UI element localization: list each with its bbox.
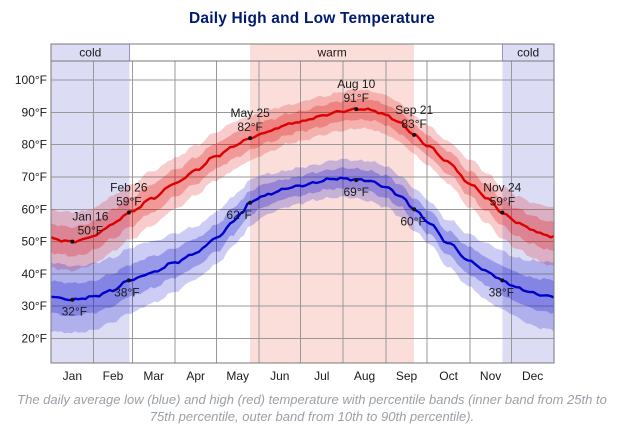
high-point-sep-21 xyxy=(412,132,417,137)
month-label-jan: Jan xyxy=(63,369,82,383)
annotation-high-nov-24: 59°F xyxy=(490,194,515,208)
chart-title: Daily High and Low Temperature xyxy=(188,10,435,27)
chart-caption: The daily average low (blue) and high (r… xyxy=(17,392,607,424)
month-label-dec: Dec xyxy=(522,369,543,383)
high-point-aug-10 xyxy=(354,107,359,112)
ytick-label-20f: 20°F xyxy=(22,332,47,346)
low-point-jan-16 xyxy=(70,297,75,302)
season-band-cold-0 xyxy=(51,44,130,363)
high-point-feb-26 xyxy=(126,210,131,215)
month-label-feb: Feb xyxy=(103,369,124,383)
annotation-low-jan-16: 32°F xyxy=(62,305,87,319)
annotation-high-feb-26: 59°F xyxy=(116,194,141,208)
low-point-sep-21 xyxy=(412,207,417,212)
month-label-may: May xyxy=(226,369,249,383)
annotation-low-aug-10: 69°F xyxy=(344,185,369,199)
temperature-chart: cold warm cold 20°F 30°F 40°F 50°F 60°F 70°F 80°F… xyxy=(15,43,555,383)
annotation-low-sep-21: 60°F xyxy=(400,214,425,228)
annotation-date-nov-24: Nov 24 xyxy=(483,180,521,194)
season-label-cold-0: cold xyxy=(79,46,101,60)
low-point-feb-26 xyxy=(126,278,131,283)
low-inner-band xyxy=(51,167,554,317)
plot-border xyxy=(50,43,555,364)
season-label-cold-2: cold xyxy=(517,46,539,60)
month-label-mar: Mar xyxy=(143,369,164,383)
annotation-low-nov-24: 38°F xyxy=(489,285,514,299)
high-temperature-line xyxy=(51,107,554,244)
low-point-may-25 xyxy=(248,200,253,205)
ytick-label-70f: 70°F xyxy=(22,170,47,184)
ytick-label-80f: 80°F xyxy=(22,138,47,152)
annotation-date-aug-10: Aug 10 xyxy=(337,77,375,91)
annotation-low-feb-26: 38°F xyxy=(114,285,139,299)
annotation-date-may-25: May 25 xyxy=(230,106,270,120)
annotation-low-may-25: 62°F xyxy=(226,208,251,222)
low-point-nov-24 xyxy=(500,278,505,283)
annotation-date-sep-21: Sep 21 xyxy=(395,103,433,117)
annotation-date-jan-16: Jan 16 xyxy=(72,210,108,224)
month-label-sep: Sep xyxy=(396,369,418,383)
high-point-jan-16 xyxy=(70,239,75,244)
low-temperature-line xyxy=(51,176,554,302)
month-label-nov: Nov xyxy=(480,369,501,383)
high-point-nov-24 xyxy=(500,210,505,215)
ytick-label-60f: 60°F xyxy=(22,202,47,216)
month-label-jul: Jul xyxy=(314,369,329,383)
ytick-label-40f: 40°F xyxy=(22,267,47,281)
season-label-warm-1: warm xyxy=(316,46,346,60)
month-label-oct: Oct xyxy=(439,369,458,383)
annotation-high-aug-10: 91°F xyxy=(344,91,369,105)
annotation-high-may-25: 82°F xyxy=(237,120,262,134)
month-label-jun: Jun xyxy=(270,369,289,383)
month-label-apr: Apr xyxy=(186,369,205,383)
high-inner-band xyxy=(51,97,554,257)
high-point-may-25 xyxy=(248,136,253,141)
ytick-label-100f: 100°F xyxy=(15,73,47,87)
annotation-high-jan-16: 50°F xyxy=(78,224,103,238)
season-band-warm-1 xyxy=(250,44,415,363)
annotation-high-sep-21: 83°F xyxy=(401,117,426,131)
ytick-label-50f: 50°F xyxy=(22,235,47,249)
low-outer-band xyxy=(51,158,554,334)
low-point-aug-10 xyxy=(354,178,359,183)
ytick-label-30f: 30°F xyxy=(22,299,47,313)
ytick-label-90f: 90°F xyxy=(22,105,47,119)
annotation-date-feb-26: Feb 26 xyxy=(110,180,148,194)
month-label-aug: Aug xyxy=(354,369,375,383)
high-outer-band xyxy=(51,88,554,272)
